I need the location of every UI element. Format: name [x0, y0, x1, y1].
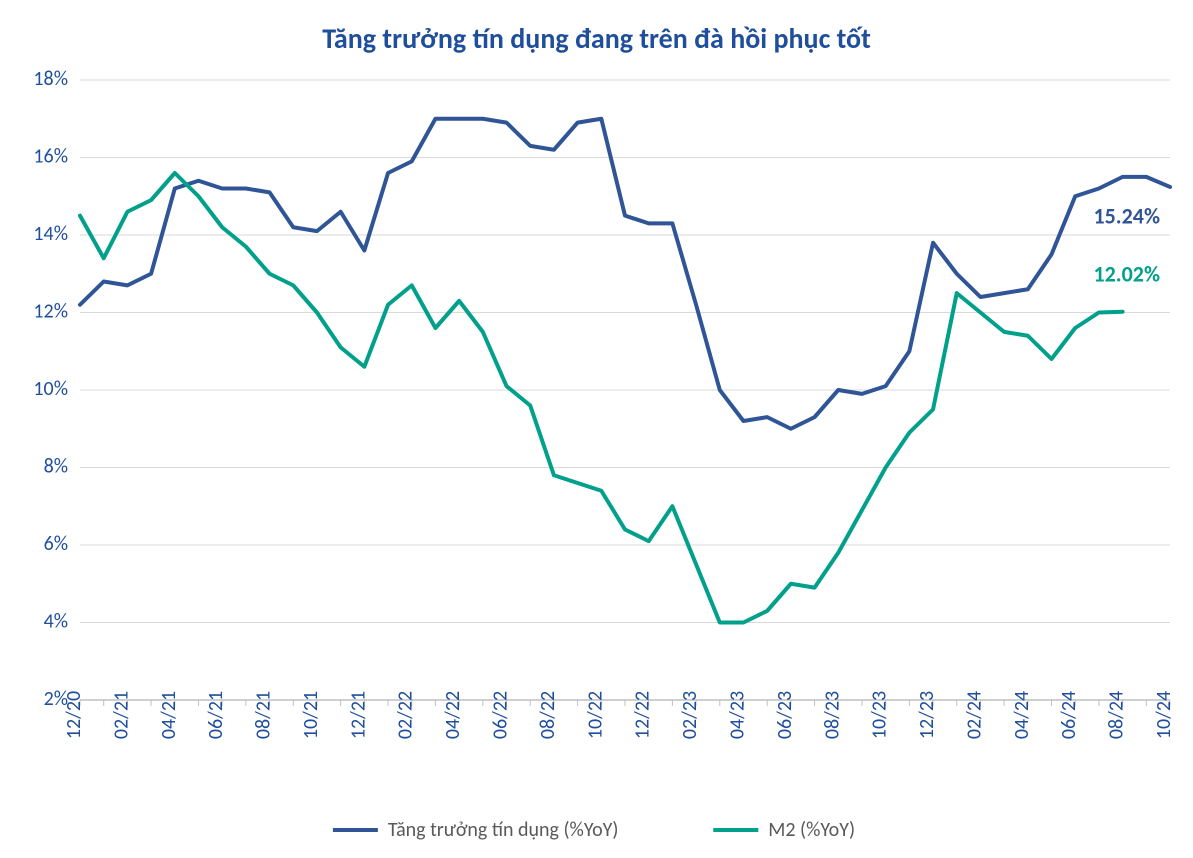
y-tick-label: 12% — [33, 299, 68, 323]
x-tick-label: 10/21 — [299, 691, 323, 739]
chart-svg: Tăng trưởng tín dụng đang trên đà hồi ph… — [0, 0, 1193, 858]
x-tick-label: 04/24 — [1010, 691, 1034, 739]
x-tick-label: 02/21 — [109, 691, 133, 739]
x-tick-label: 02/22 — [394, 691, 418, 739]
x-tick-label: 10/23 — [868, 691, 892, 739]
series-end-label-0: 15.24% — [1093, 202, 1160, 229]
x-tick-label: 06/24 — [1057, 691, 1081, 739]
x-tick-label: 10/24 — [1152, 691, 1176, 739]
x-tick-label: 06/21 — [204, 691, 228, 739]
series-line-0 — [80, 119, 1170, 429]
y-tick-label: 6% — [44, 532, 68, 556]
y-tick-label: 10% — [33, 377, 68, 401]
x-tick-label: 10/22 — [583, 691, 607, 739]
series-end-label-1: 12.02% — [1093, 261, 1160, 288]
y-tick-label: 18% — [33, 67, 68, 91]
y-tick-label: 16% — [33, 144, 68, 168]
y-tick-label: 4% — [44, 609, 68, 633]
x-tick-label: 12/23 — [915, 691, 939, 739]
x-tick-label: 08/21 — [252, 691, 276, 739]
x-tick-label: 06/22 — [489, 691, 513, 739]
x-tick-label: 06/23 — [773, 691, 797, 739]
series-line-1 — [80, 173, 1123, 623]
x-tick-label: 12/21 — [346, 691, 370, 739]
x-tick-label: 04/22 — [441, 691, 465, 739]
x-tick-label: 02/24 — [962, 691, 986, 739]
chart-container: Tăng trưởng tín dụng đang trên đà hồi ph… — [0, 0, 1193, 858]
x-tick-label: 04/21 — [157, 691, 181, 739]
x-tick-label: 08/24 — [1105, 691, 1129, 739]
x-tick-label: 08/22 — [536, 691, 560, 739]
x-tick-label: 02/23 — [678, 691, 702, 739]
x-tick-label: 12/22 — [631, 691, 655, 739]
legend-label-0: Tăng trưởng tín dụng (%YoY) — [388, 818, 619, 842]
x-tick-label: 12/20 — [62, 691, 86, 739]
y-tick-label: 8% — [44, 454, 68, 478]
chart-title: Tăng trưởng tín dụng đang trên đà hồi ph… — [322, 21, 871, 56]
x-tick-label: 08/23 — [820, 691, 844, 739]
x-tick-label: 04/23 — [725, 691, 749, 739]
legend-label-1: M2 (%YoY) — [768, 818, 855, 842]
y-tick-label: 14% — [33, 222, 68, 246]
